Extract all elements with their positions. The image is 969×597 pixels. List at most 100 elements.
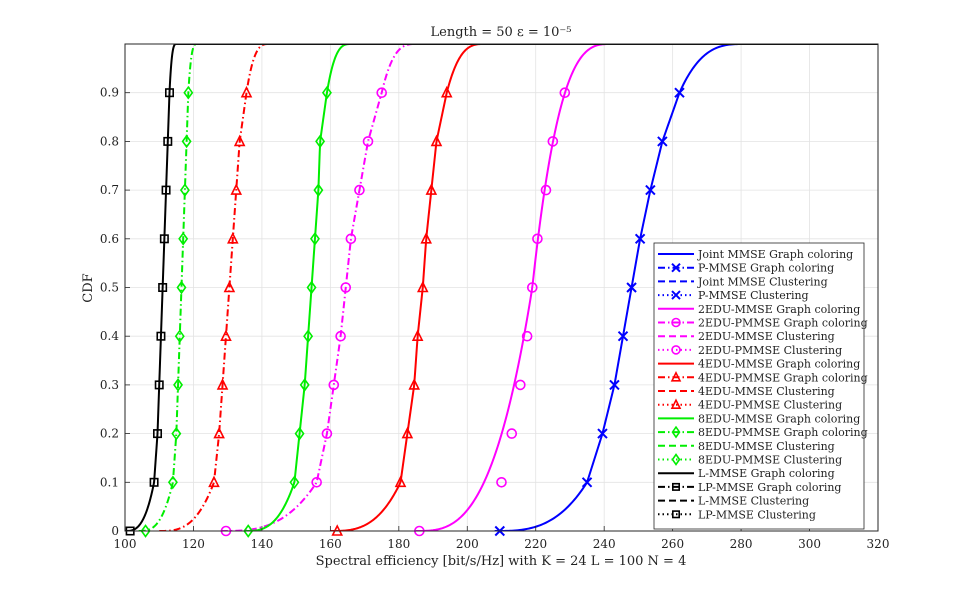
curve-4-marker-7 <box>425 183 438 195</box>
curve-0-marker-7 <box>645 184 656 196</box>
legend-label: 2EDU-PMMSE Clustering <box>698 344 842 357</box>
legend-entry: 4EDU-MMSE Clustering <box>658 385 835 398</box>
curve-3-marker-9 <box>376 87 388 98</box>
curve-3-marker-4 <box>335 330 346 342</box>
legend-marker-sample <box>671 345 681 355</box>
curve-7-marker-8 <box>181 134 192 149</box>
curve-4-marker-6 <box>420 232 432 244</box>
curve-2-marker-6 <box>532 233 543 245</box>
curve-2-marker-5 <box>527 282 538 293</box>
curve-0-marker-4 <box>617 330 629 342</box>
legend-entry: L-MMSE Graph coloring <box>658 467 835 480</box>
curve-7-marker-0 <box>140 524 151 538</box>
curve-5-marker-1 <box>213 426 225 439</box>
legend-entry: 4EDU-MMSE Graph coloring <box>658 358 860 371</box>
curve-4-marker-9 <box>440 85 453 98</box>
curve-4-marker-1 <box>394 475 407 488</box>
cdf-curve-6 <box>244 44 878 531</box>
x-axis-label: Spectral efficiency [bit/s/Hz] with K = … <box>316 554 687 569</box>
x-tick-label: 180 <box>387 537 410 551</box>
curve-8-marker-7 <box>161 185 171 195</box>
curve-5-marker-0 <box>208 475 220 488</box>
legend-label: 4EDU-MMSE Clustering <box>698 385 835 398</box>
legend-entry: 4EDU-PMMSE Graph coloring <box>658 371 868 384</box>
legend-entry: L-MMSE Clustering <box>658 495 809 508</box>
legend-marker-sample <box>670 398 682 409</box>
legend-entry: 4EDU-PMMSE Clustering <box>658 398 842 412</box>
legend-label: 8EDU-PMMSE Clustering <box>698 454 842 467</box>
curve-5-marker-6 <box>230 183 243 195</box>
legend-entry: P-MMSE Graph coloring <box>658 262 834 275</box>
curve-3-marker-2 <box>321 428 333 439</box>
legend-label: 8EDU-PMMSE Graph coloring <box>698 426 868 439</box>
curve-7-marker-4 <box>174 329 185 344</box>
curve-7-marker-2 <box>171 426 182 441</box>
curve-6-marker-5 <box>306 280 317 295</box>
curve-6-marker-2 <box>294 426 305 441</box>
curve-8-marker-5 <box>158 282 168 292</box>
y-axis-label: CDF <box>81 273 96 302</box>
legend-entry: LP-MMSE Graph coloring <box>658 481 841 494</box>
y-tick-label: 0.5 <box>100 281 119 295</box>
legend-marker-sample <box>671 262 681 273</box>
legend-label: 2EDU-MMSE Graph coloring <box>698 303 860 316</box>
x-tick-label: 120 <box>182 537 205 551</box>
curve-2-marker-7 <box>540 184 552 196</box>
curve-4-marker-5 <box>416 280 429 293</box>
legend-label: 4EDU-MMSE Graph coloring <box>698 358 860 371</box>
legend-label: 2EDU-MMSE Clustering <box>698 330 835 343</box>
curve-0-marker-6 <box>634 233 646 245</box>
curve-0-marker-9 <box>674 87 685 98</box>
markers <box>125 85 685 538</box>
legend-entry: P-MMSE Clustering <box>658 289 809 302</box>
curve-7-marker-1 <box>167 475 178 490</box>
legend-marker-sample <box>671 482 680 491</box>
curve-4-marker-4 <box>411 329 424 341</box>
curve-5-marker-7 <box>233 134 246 147</box>
legend-label: P-MMSE Graph coloring <box>698 262 834 275</box>
legend-label: Joint MMSE Clustering <box>697 275 828 288</box>
y-tick-label: 0.1 <box>100 475 119 489</box>
legend-label: L-MMSE Clustering <box>698 495 809 508</box>
y-tick-label: 0.6 <box>100 232 119 246</box>
y-tick-label: 0.4 <box>100 329 119 343</box>
curve-8-marker-2 <box>153 429 163 439</box>
curve-7-marker-6 <box>178 231 189 246</box>
legend-marker-sample <box>670 371 682 382</box>
legend-marker-sample <box>671 510 680 519</box>
legend-marker-sample <box>671 425 681 439</box>
x-tick-label: 200 <box>456 537 479 551</box>
curve-8-marker-8 <box>163 136 173 146</box>
curve-6-marker-6 <box>309 231 320 246</box>
curve-0-marker-8 <box>657 136 668 147</box>
curve-2-marker-3 <box>515 379 526 391</box>
legend-entry: 8EDU-PMMSE Graph coloring <box>658 425 868 439</box>
chart-title: Length = 50 ε = 10⁻⁵ <box>431 25 572 40</box>
ticks: 100 120 140 160 180 200 220 240 260 280 300 320 0 0.1… <box>100 86 890 551</box>
curve-6-marker-4 <box>303 329 314 344</box>
x-tick-label: 300 <box>798 537 821 551</box>
x-tick-label: 100 <box>114 537 137 551</box>
curve-3-marker-1 <box>311 476 322 488</box>
x-tick-label: 320 <box>867 537 890 551</box>
legend-box <box>653 242 865 530</box>
curve-2-marker-4 <box>521 330 533 342</box>
curve-0-marker-5 <box>626 282 637 293</box>
curve-5-marker-8 <box>240 85 253 98</box>
curve-5-marker-5 <box>227 232 239 244</box>
legend-entry: 2EDU-PMMSE Clustering <box>658 344 842 357</box>
curve-7-marker-5 <box>176 280 187 295</box>
x-tick-label: 240 <box>593 537 616 551</box>
curve-7-marker-3 <box>173 378 184 392</box>
cdf-curve-1 <box>415 44 878 531</box>
curve-6-marker-7 <box>313 183 324 197</box>
cdf-curve-3 <box>220 44 878 531</box>
curve-5-marker-4 <box>223 280 236 293</box>
legend-label: 8EDU-MMSE Graph coloring <box>698 412 860 425</box>
y-tick-label: 0 <box>111 524 119 538</box>
curve-3-marker-8 <box>362 136 374 147</box>
legend-marker-sample <box>671 453 681 466</box>
curve-5-marker-3 <box>220 329 232 341</box>
